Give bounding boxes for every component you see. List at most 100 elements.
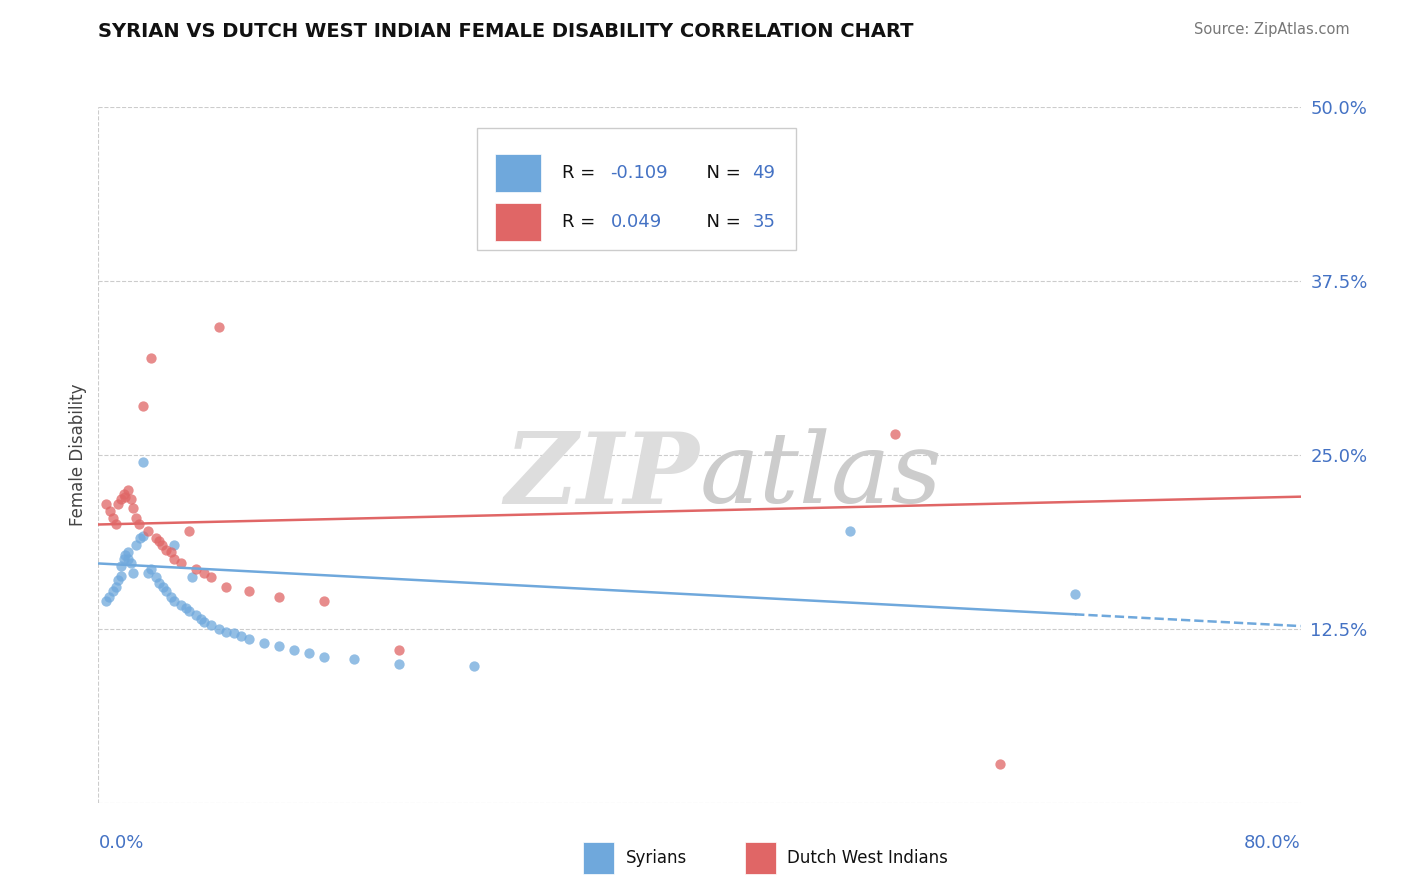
Point [148, 534, 170, 549]
FancyBboxPatch shape [477, 128, 796, 250]
Text: N =: N = [695, 164, 747, 182]
Point [155, 542, 177, 557]
Point [136, 524, 159, 539]
Point [312, 649, 335, 664]
Point [312, 594, 335, 608]
Text: N =: N = [695, 213, 747, 231]
Point [122, 566, 145, 581]
Point [1064, 587, 1087, 601]
Point [110, 569, 132, 583]
Point [215, 624, 238, 639]
Point [152, 580, 174, 594]
Point [200, 617, 222, 632]
Point [253, 636, 276, 650]
Point [298, 646, 321, 660]
Point [105, 517, 128, 532]
Point [283, 642, 305, 657]
Point [132, 528, 155, 542]
Point [988, 756, 1011, 771]
Point [103, 510, 125, 524]
Point [159, 590, 181, 604]
Point [267, 590, 290, 604]
Point [180, 570, 202, 584]
Text: Source: ZipAtlas.com: Source: ZipAtlas.com [1194, 22, 1350, 37]
Point [121, 557, 143, 571]
Point [215, 580, 238, 594]
Point [388, 657, 411, 671]
Point [94, 594, 117, 608]
Point [184, 562, 207, 576]
Point [343, 652, 366, 666]
Point [139, 562, 162, 576]
Point [125, 538, 148, 552]
Point [162, 594, 184, 608]
Text: atlas: atlas [700, 428, 942, 524]
Point [112, 487, 135, 501]
Point [107, 573, 129, 587]
Point [193, 615, 215, 629]
Point [100, 503, 122, 517]
Point [177, 604, 200, 618]
Point [121, 492, 143, 507]
Text: 80.0%: 80.0% [1244, 834, 1301, 852]
Point [145, 532, 167, 546]
Point [162, 538, 184, 552]
Point [838, 524, 860, 539]
Bar [495, 154, 541, 193]
Point [114, 548, 136, 562]
Point [208, 319, 231, 334]
Point [222, 626, 245, 640]
Point [238, 584, 260, 599]
Text: 0.0%: 0.0% [98, 834, 143, 852]
Point [231, 629, 253, 643]
Text: 49: 49 [752, 164, 775, 182]
Point [463, 659, 485, 673]
Point [107, 497, 129, 511]
Text: -0.109: -0.109 [610, 164, 668, 182]
Point [136, 566, 159, 581]
Point [94, 497, 117, 511]
Point [388, 642, 411, 657]
Point [150, 538, 173, 552]
Point [159, 545, 181, 559]
Text: R =: R = [562, 213, 602, 231]
Point [117, 552, 139, 566]
Point [238, 632, 260, 646]
Point [117, 483, 139, 497]
Point [103, 584, 125, 599]
Point [200, 570, 222, 584]
Point [184, 607, 207, 622]
Point [122, 500, 145, 515]
Point [208, 622, 231, 636]
Point [132, 399, 155, 413]
Text: R =: R = [562, 164, 602, 182]
Text: 0.049: 0.049 [610, 213, 662, 231]
Point [129, 532, 152, 546]
Point [105, 580, 128, 594]
Point [883, 427, 905, 442]
Point [155, 584, 177, 599]
Point [110, 559, 132, 574]
Point [148, 576, 170, 591]
Point [139, 351, 162, 365]
Bar [495, 202, 541, 241]
Point [174, 601, 197, 615]
Point [132, 455, 155, 469]
Y-axis label: Female Disability: Female Disability [69, 384, 87, 526]
Point [267, 639, 290, 653]
Point [112, 552, 135, 566]
Point [193, 566, 215, 581]
Point [97, 590, 120, 604]
Point [110, 492, 132, 507]
Point [114, 490, 136, 504]
Point [145, 570, 167, 584]
Point [170, 557, 193, 571]
Text: Dutch West Indians: Dutch West Indians [787, 849, 948, 867]
Point [162, 552, 184, 566]
Point [170, 598, 193, 612]
Point [128, 517, 150, 532]
Point [177, 524, 200, 539]
Point [117, 545, 139, 559]
Point [190, 612, 212, 626]
Point [125, 510, 148, 524]
